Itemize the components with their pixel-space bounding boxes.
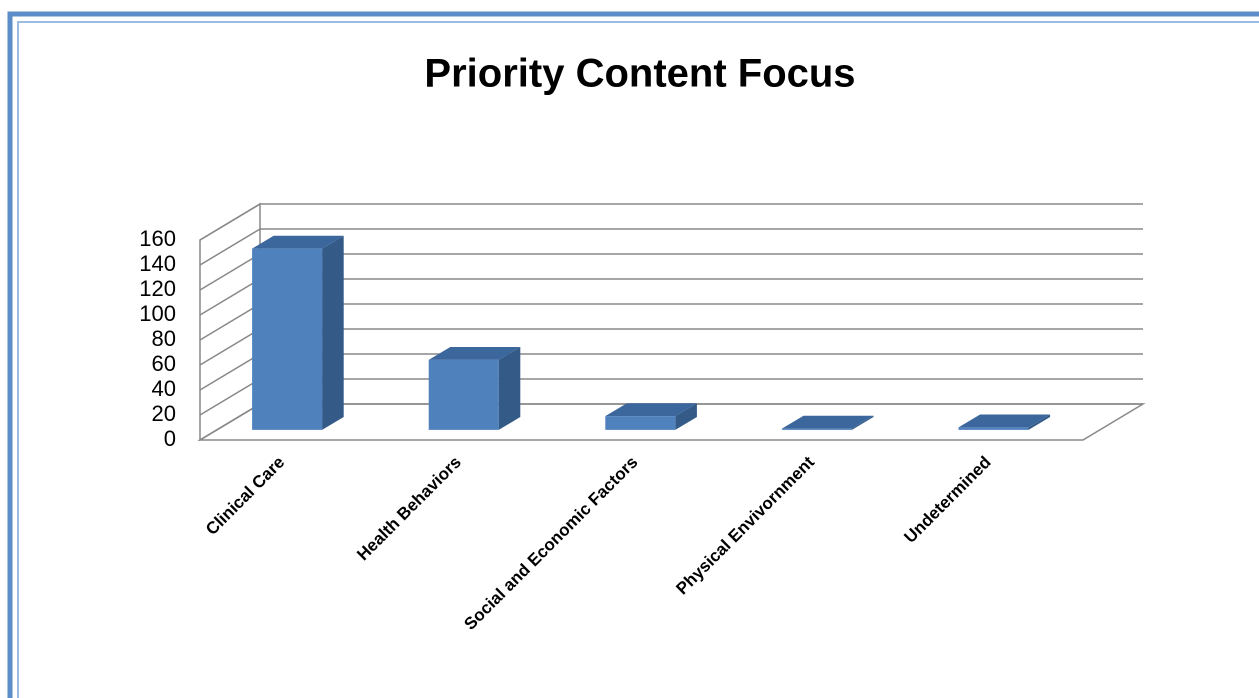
bar — [605, 416, 676, 430]
y-tick-label: 120 — [139, 276, 176, 301]
bar-top — [605, 403, 697, 417]
y-tick-label: 20 — [152, 401, 176, 426]
grid-line — [199, 228, 1143, 266]
inner-frame — [17, 21, 1259, 698]
bar — [428, 359, 499, 430]
bar-top — [252, 235, 344, 249]
chart-title: Priority Content Focus — [424, 52, 855, 96]
y-tick-label: 80 — [152, 326, 176, 351]
grid-line — [199, 203, 1143, 241]
bar-top — [958, 414, 1051, 428]
y-tick-label: 100 — [139, 301, 176, 326]
y-tick-label: 0 — [164, 426, 176, 451]
bar — [958, 427, 1029, 430]
bar-top — [781, 415, 874, 429]
y-tick-label: 140 — [139, 251, 176, 276]
y-tick-label: 60 — [152, 351, 176, 376]
bar — [781, 428, 852, 430]
bar-top — [428, 346, 521, 360]
frame — [7, 11, 1259, 698]
bar-side — [1028, 414, 1051, 430]
bar-side — [498, 346, 521, 430]
bar-side — [322, 235, 344, 430]
y-tick-label: 40 — [152, 376, 176, 401]
bar-side — [675, 403, 697, 430]
y-tick-label: 160 — [139, 226, 176, 251]
bar — [252, 248, 323, 430]
bar-side — [851, 415, 874, 430]
